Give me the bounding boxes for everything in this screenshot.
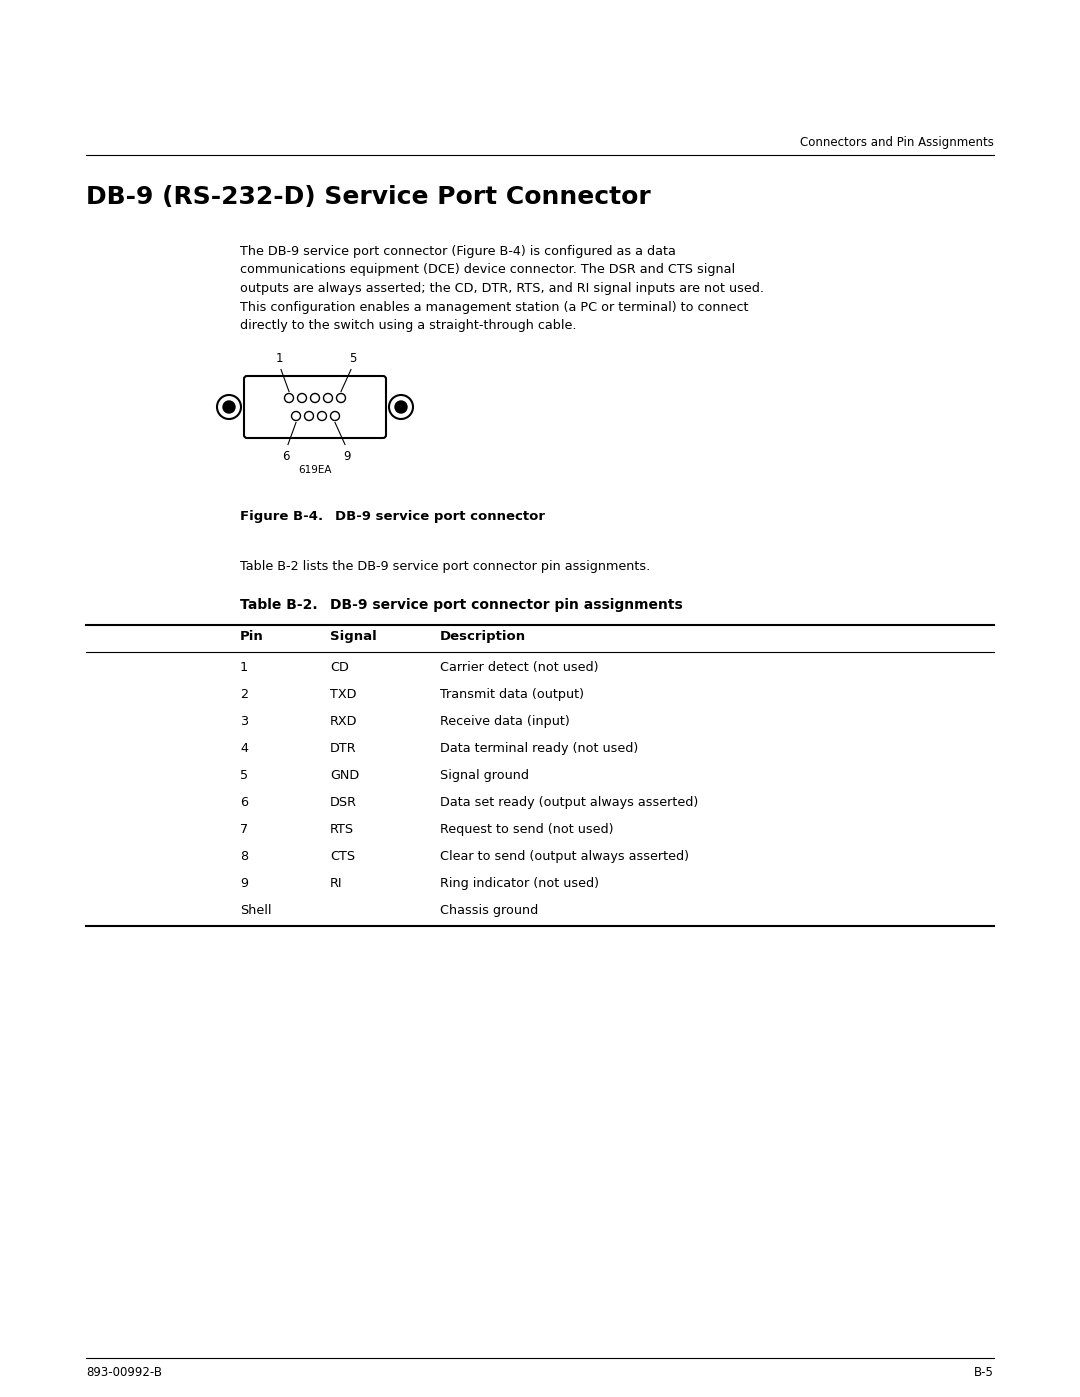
Text: 5: 5 xyxy=(349,352,356,366)
Text: RTS: RTS xyxy=(330,823,354,835)
Circle shape xyxy=(222,401,235,414)
FancyBboxPatch shape xyxy=(244,376,386,439)
Text: Data set ready (output always asserted): Data set ready (output always asserted) xyxy=(440,796,699,809)
Text: 9: 9 xyxy=(240,877,248,890)
Circle shape xyxy=(311,394,320,402)
Circle shape xyxy=(297,394,307,402)
Text: TXD: TXD xyxy=(330,687,356,701)
Circle shape xyxy=(330,412,339,420)
Circle shape xyxy=(292,412,300,420)
Text: RI: RI xyxy=(330,877,342,890)
Text: Table B-2.: Table B-2. xyxy=(240,598,318,612)
Text: Pin: Pin xyxy=(240,630,264,643)
Text: 4: 4 xyxy=(240,742,248,754)
Text: RXD: RXD xyxy=(330,715,357,728)
Text: This configuration enables a management station (a PC or terminal) to connect: This configuration enables a management … xyxy=(240,300,748,313)
Text: Description: Description xyxy=(440,630,526,643)
Text: Carrier detect (not used): Carrier detect (not used) xyxy=(440,661,598,673)
Circle shape xyxy=(217,395,241,419)
Text: outputs are always asserted; the CD, DTR, RTS, and RI signal inputs are not used: outputs are always asserted; the CD, DTR… xyxy=(240,282,764,295)
Text: Shell: Shell xyxy=(240,904,271,916)
Text: CTS: CTS xyxy=(330,849,355,863)
Text: CD: CD xyxy=(330,661,349,673)
Text: 5: 5 xyxy=(240,768,248,782)
Circle shape xyxy=(389,395,413,419)
Text: DSR: DSR xyxy=(330,796,357,809)
Text: 9: 9 xyxy=(343,450,351,464)
Text: Connectors and Pin Assignments: Connectors and Pin Assignments xyxy=(800,136,994,149)
Text: Chassis ground: Chassis ground xyxy=(440,904,538,916)
Text: 6: 6 xyxy=(240,796,248,809)
Circle shape xyxy=(337,394,346,402)
Text: DB-9 service port connector: DB-9 service port connector xyxy=(335,510,545,522)
Text: 2: 2 xyxy=(240,687,248,701)
Text: 1: 1 xyxy=(275,352,283,366)
Text: Request to send (not used): Request to send (not used) xyxy=(440,823,613,835)
Text: Ring indicator (not used): Ring indicator (not used) xyxy=(440,877,599,890)
Text: B-5: B-5 xyxy=(974,1366,994,1379)
Text: Transmit data (output): Transmit data (output) xyxy=(440,687,584,701)
Text: Clear to send (output always asserted): Clear to send (output always asserted) xyxy=(440,849,689,863)
Text: Signal ground: Signal ground xyxy=(440,768,529,782)
Circle shape xyxy=(305,412,313,420)
Circle shape xyxy=(395,401,407,414)
Text: DB-9 service port connector pin assignments: DB-9 service port connector pin assignme… xyxy=(330,598,683,612)
Text: DB-9 (RS-232-D) Service Port Connector: DB-9 (RS-232-D) Service Port Connector xyxy=(86,184,651,210)
Text: Figure B-4.: Figure B-4. xyxy=(240,510,323,522)
Text: communications equipment (DCE) device connector. The DSR and CTS signal: communications equipment (DCE) device co… xyxy=(240,264,735,277)
Circle shape xyxy=(284,394,294,402)
Text: 7: 7 xyxy=(240,823,248,835)
Text: 619EA: 619EA xyxy=(298,465,332,475)
Text: directly to the switch using a straight-through cable.: directly to the switch using a straight-… xyxy=(240,319,577,332)
Text: DTR: DTR xyxy=(330,742,356,754)
Text: 1: 1 xyxy=(240,661,248,673)
Circle shape xyxy=(318,412,326,420)
Circle shape xyxy=(324,394,333,402)
Text: Signal: Signal xyxy=(330,630,377,643)
Text: 8: 8 xyxy=(240,849,248,863)
Text: 6: 6 xyxy=(282,450,289,464)
Text: 893-00992-B: 893-00992-B xyxy=(86,1366,162,1379)
Text: GND: GND xyxy=(330,768,360,782)
Text: The DB-9 service port connector (Figure B-4) is configured as a data: The DB-9 service port connector (Figure … xyxy=(240,244,676,258)
Text: Receive data (input): Receive data (input) xyxy=(440,715,570,728)
Text: Table B-2 lists the DB-9 service port connector pin assignments.: Table B-2 lists the DB-9 service port co… xyxy=(240,560,650,573)
Text: 3: 3 xyxy=(240,715,248,728)
Text: Data terminal ready (not used): Data terminal ready (not used) xyxy=(440,742,638,754)
